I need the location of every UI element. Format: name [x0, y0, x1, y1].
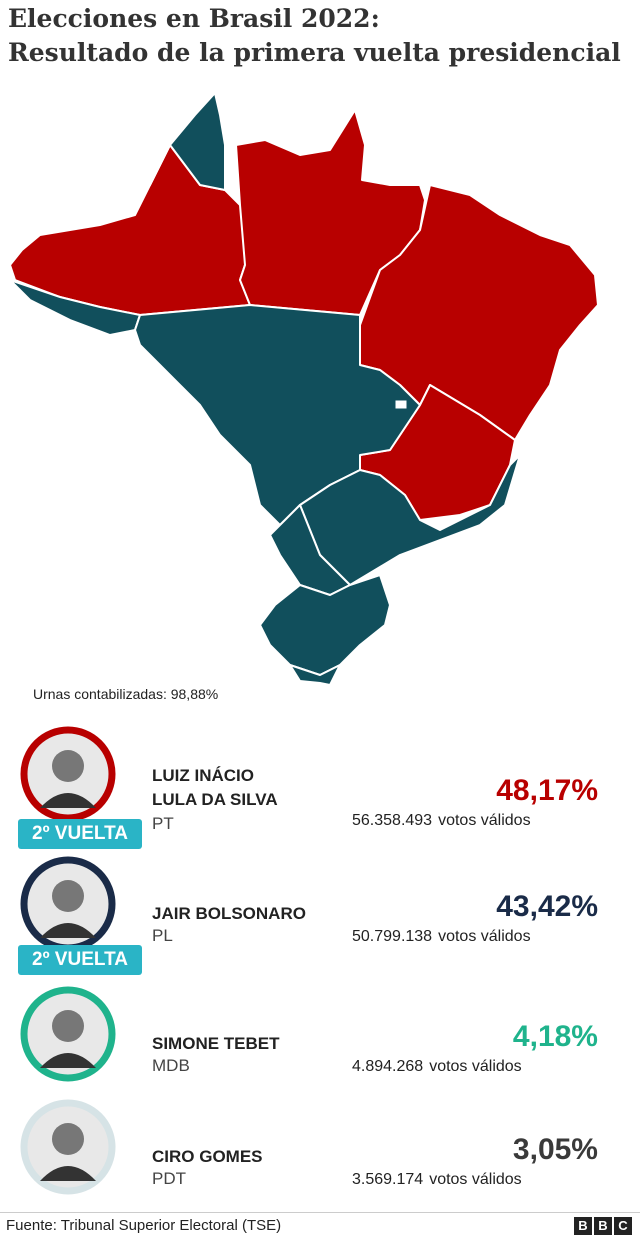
federal-district	[394, 399, 408, 410]
vote-label: votos válidos	[438, 928, 531, 945]
candidate-name: LUIZ INÁCIO	[152, 766, 254, 785]
candidate-name: JAIR BOLSONARO	[152, 904, 306, 923]
candidate-party: PT	[152, 814, 174, 833]
vote-count: 56.358.493 votos válidos	[352, 812, 531, 830]
vote-number: 4.894.268	[352, 1058, 424, 1075]
candidate: JAIR BOLSONARO PL 43,42% 50.799.138 votos vá…	[0, 852, 640, 975]
runoff-badge: 2º VUELTA	[18, 819, 142, 849]
candidate: SIMONE TEBET MDB 4,18% 4.894.268 votos válid…	[0, 982, 640, 1102]
vote-number: 50.799.138	[352, 928, 433, 945]
candidate-party: MDB	[152, 1056, 190, 1075]
source: Fuente: Tribunal Superior Electoral (TSE…	[6, 1217, 282, 1234]
candidate-party: PDT	[152, 1169, 186, 1188]
candidate-photo	[20, 726, 116, 822]
state	[289, 664, 341, 685]
vote-count: 3.569.174 votos válidos	[352, 1171, 522, 1189]
vote-number: 3.569.174	[352, 1171, 424, 1188]
state	[259, 574, 391, 676]
state	[9, 144, 273, 316]
counted-note: Urnas contabilizadas: 98,88%	[33, 686, 219, 702]
portrait	[20, 726, 116, 822]
candidate-name: LULA DA SILVA	[152, 790, 278, 809]
footer: Fuente: Tribunal Superior Electoral (TSE…	[0, 1212, 640, 1235]
vote-label: votos válidos	[429, 1171, 522, 1188]
title: Resultado de la primera vuelta presidenc…	[8, 38, 621, 67]
candidate-photo	[20, 856, 116, 952]
vote-count: 4.894.268 votos válidos	[352, 1058, 522, 1076]
map	[9, 92, 599, 685]
candidate-name: SIMONE TEBET	[152, 1034, 280, 1053]
vote-percent: 3,05%	[512, 1133, 598, 1166]
portrait	[20, 856, 116, 952]
vote-label: votos válidos	[429, 1058, 522, 1075]
vote-percent: 43,42%	[496, 890, 598, 923]
portrait	[20, 1099, 116, 1195]
vote-percent: 4,18%	[512, 1020, 598, 1053]
vote-percent: 48,17%	[496, 774, 598, 807]
vote-count: 50.799.138 votos válidos	[352, 928, 531, 946]
candidate: CIRO GOMES PDT 3,05% 3.569.174 votos válidos	[0, 1095, 640, 1215]
title: Elecciones en Brasil 2022:	[8, 4, 380, 33]
runoff-badge: 2º VUELTA	[18, 945, 142, 975]
state	[149, 92, 226, 191]
candidate-party: PL	[152, 926, 173, 945]
candidate-name: CIRO GOMES	[152, 1147, 263, 1166]
vote-label: votos válidos	[438, 812, 531, 829]
candidate-photo	[20, 1099, 116, 1195]
vote-number: 56.358.493	[352, 812, 433, 829]
candidate: LUIZ INÁCIO LULA DA SILVA PT 48,17% 56.358.4…	[0, 722, 640, 849]
candidate-photo	[20, 986, 116, 1082]
portrait	[20, 986, 116, 1082]
